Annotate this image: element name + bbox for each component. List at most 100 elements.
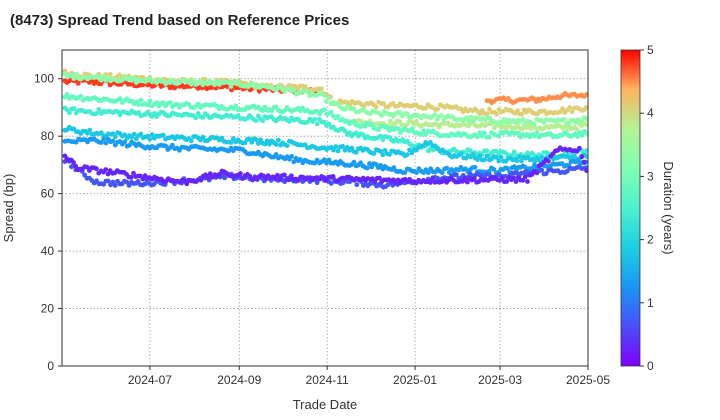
data-point bbox=[103, 140, 109, 146]
data-point bbox=[122, 139, 128, 145]
x-tick-label: 2025-05 bbox=[566, 373, 610, 387]
data-point bbox=[484, 111, 490, 116]
data-point bbox=[328, 109, 334, 115]
data-point bbox=[439, 170, 445, 176]
data-point bbox=[494, 155, 499, 160]
colorbar-tick-label: 0 bbox=[647, 359, 654, 373]
data-point bbox=[269, 108, 274, 114]
y-tick-label: 80 bbox=[41, 129, 55, 143]
data-point bbox=[94, 110, 99, 116]
data-point bbox=[321, 107, 327, 113]
data-point bbox=[112, 183, 118, 188]
data-point bbox=[275, 137, 281, 143]
y-tick-label: 60 bbox=[41, 187, 55, 201]
data-point bbox=[64, 92, 70, 97]
data-point bbox=[160, 132, 166, 138]
data-point bbox=[539, 155, 545, 160]
data-point bbox=[202, 76, 208, 82]
data-point bbox=[395, 126, 401, 132]
data-point bbox=[378, 148, 383, 154]
data-point bbox=[314, 180, 320, 186]
data-point bbox=[138, 131, 144, 137]
data-point bbox=[423, 105, 428, 111]
data-point bbox=[462, 175, 468, 181]
x-tick-label: 2025-03 bbox=[478, 373, 522, 387]
data-point bbox=[222, 175, 228, 181]
data-point bbox=[418, 132, 424, 137]
data-point bbox=[228, 140, 234, 145]
data-point bbox=[519, 126, 525, 132]
data-point bbox=[217, 171, 223, 177]
data-point bbox=[326, 95, 331, 101]
data-point bbox=[378, 133, 383, 139]
data-point bbox=[499, 120, 504, 125]
data-point bbox=[575, 134, 581, 139]
data-point bbox=[273, 152, 279, 157]
data-point bbox=[253, 137, 259, 143]
colorbar-label: Duration (years) bbox=[661, 161, 676, 254]
data-point bbox=[255, 141, 261, 146]
series bbox=[62, 124, 588, 165]
y-tick-label: 20 bbox=[41, 302, 55, 316]
colorbar-tick-label: 2 bbox=[647, 233, 654, 247]
data-point bbox=[409, 150, 415, 156]
data-point bbox=[470, 152, 476, 157]
data-point bbox=[584, 92, 588, 97]
data-point bbox=[295, 177, 301, 183]
data-point bbox=[471, 176, 477, 182]
data-point bbox=[154, 100, 160, 105]
data-point bbox=[186, 78, 192, 83]
data-point bbox=[71, 76, 77, 81]
data-point bbox=[291, 159, 297, 165]
data-point bbox=[98, 77, 104, 83]
data-point bbox=[369, 122, 375, 127]
data-point bbox=[539, 167, 545, 173]
data-point bbox=[131, 131, 137, 137]
data-point bbox=[200, 134, 206, 140]
colorbar-tick-label: 4 bbox=[647, 106, 654, 120]
data-point bbox=[71, 106, 77, 111]
data-point bbox=[546, 158, 551, 164]
series bbox=[484, 91, 588, 106]
data-point bbox=[439, 113, 444, 118]
data-point bbox=[82, 172, 87, 178]
data-point bbox=[574, 126, 580, 132]
data-point bbox=[101, 73, 106, 79]
colorbar bbox=[620, 49, 641, 367]
data-point bbox=[198, 177, 204, 183]
data-point bbox=[145, 102, 151, 108]
data-point bbox=[195, 101, 201, 107]
data-point bbox=[62, 153, 68, 159]
data-point bbox=[73, 163, 79, 169]
data-point bbox=[360, 132, 366, 138]
data-point bbox=[458, 151, 464, 157]
data-point bbox=[496, 158, 502, 164]
data-point bbox=[117, 96, 123, 101]
data-point bbox=[430, 175, 436, 181]
data-point bbox=[242, 140, 248, 146]
data-point bbox=[484, 153, 490, 159]
data-point bbox=[163, 143, 169, 149]
data-point bbox=[511, 149, 517, 155]
data-point bbox=[105, 178, 111, 184]
data-point bbox=[520, 177, 526, 183]
scatter-points bbox=[62, 68, 588, 190]
series bbox=[62, 92, 588, 140]
y-axis-label: Spread (bp) bbox=[1, 174, 16, 243]
data-point bbox=[484, 148, 490, 154]
data-point bbox=[428, 180, 433, 185]
data-point bbox=[284, 143, 290, 149]
data-point bbox=[466, 118, 472, 124]
data-point bbox=[291, 87, 297, 93]
data-point bbox=[304, 89, 310, 95]
x-tick-label: 2024-07 bbox=[128, 373, 172, 387]
data-point bbox=[110, 138, 116, 144]
data-point bbox=[453, 172, 459, 178]
series bbox=[62, 71, 588, 127]
data-point bbox=[273, 142, 279, 147]
data-point bbox=[414, 170, 419, 176]
data-point bbox=[207, 171, 213, 177]
data-point bbox=[579, 119, 585, 124]
data-point bbox=[94, 166, 99, 172]
data-point bbox=[342, 128, 348, 134]
